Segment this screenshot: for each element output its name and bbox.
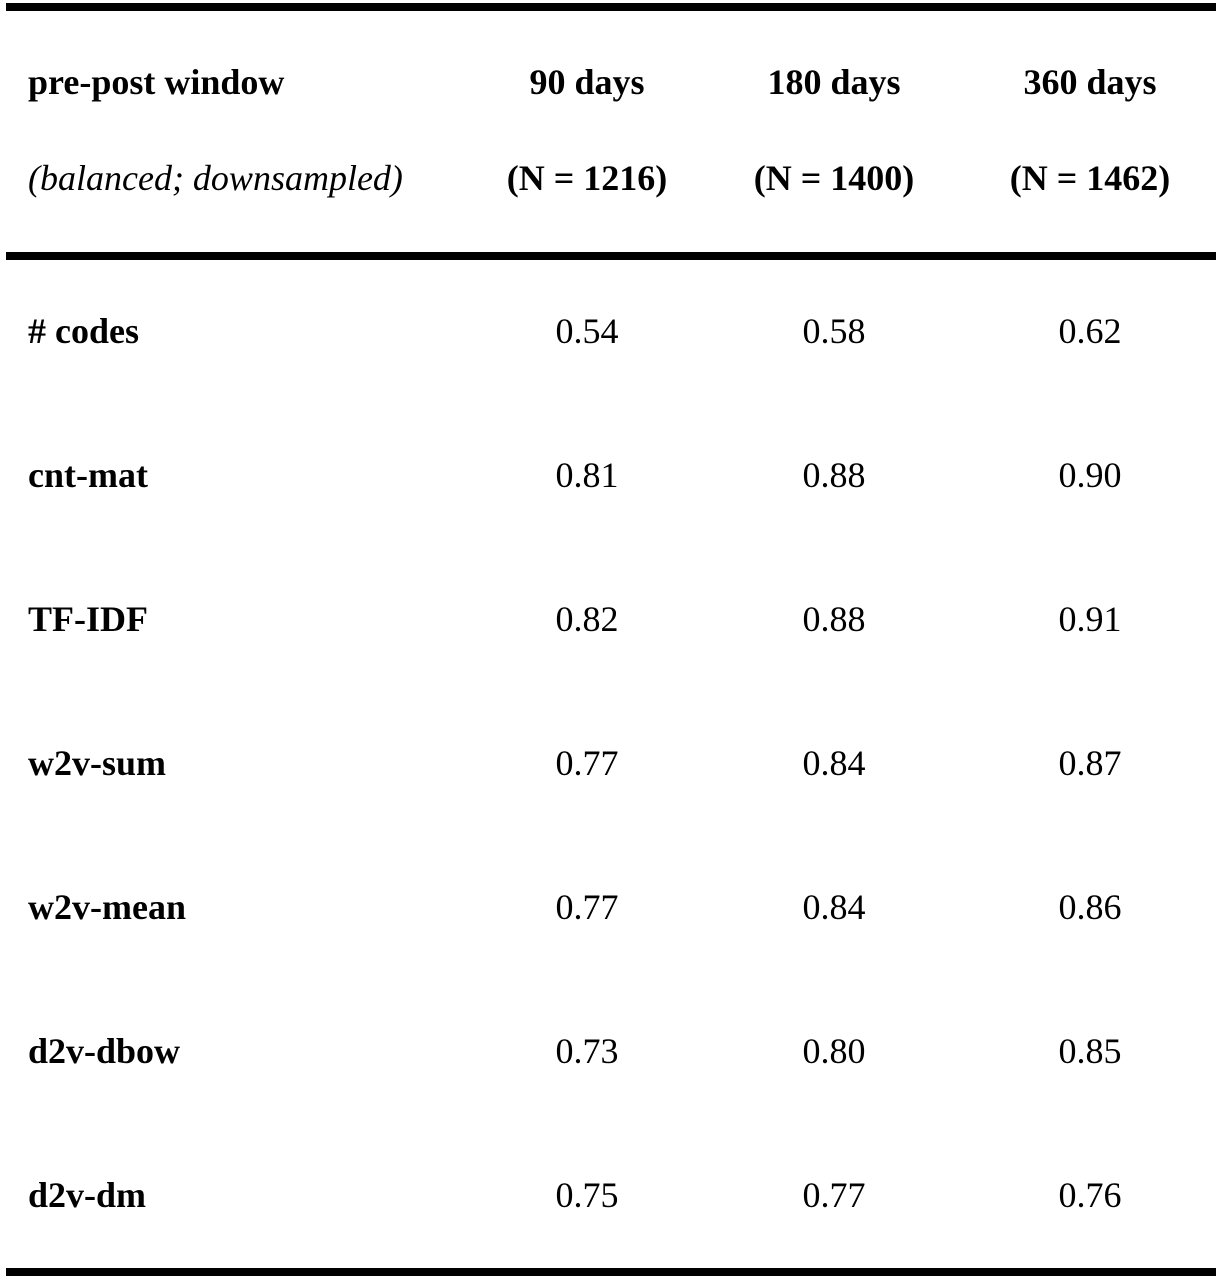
- table-cell: 0.91: [1058, 599, 1122, 639]
- table-cell: 0.88: [802, 455, 866, 495]
- row-label: d2v-dbow: [28, 1031, 181, 1071]
- table-cell: 0.81: [555, 455, 619, 495]
- table-cell: 0.58: [802, 311, 866, 351]
- table-cell: 0.85: [1058, 1031, 1122, 1071]
- top-rule: [6, 3, 1216, 11]
- column-n-90-days: (N = 1216): [506, 158, 668, 198]
- table-cell: 0.84: [802, 887, 866, 927]
- table-cell: 0.62: [1058, 311, 1122, 351]
- column-header-180-days: 180 days: [767, 62, 901, 102]
- table-cell: 0.75: [555, 1175, 619, 1215]
- column-n-180-days: (N = 1400): [753, 158, 915, 198]
- header-row-label: pre-post window: [28, 62, 285, 102]
- row-label: TF-IDF: [28, 599, 148, 639]
- table-cell: 0.54: [555, 311, 619, 351]
- table-cell: 0.73: [555, 1031, 619, 1071]
- table-cell: 0.80: [802, 1031, 866, 1071]
- table-cell: 0.86: [1058, 887, 1122, 927]
- table-cell: 0.76: [1058, 1175, 1122, 1215]
- header-rule: [6, 252, 1216, 260]
- column-n-360-days: (N = 1462): [1009, 158, 1171, 198]
- table-cell: 0.77: [555, 743, 619, 783]
- column-header-90-days: 90 days: [529, 62, 645, 102]
- table-cell: 0.90: [1058, 455, 1122, 495]
- row-label: d2v-dm: [28, 1175, 147, 1215]
- table-cell: 0.84: [802, 743, 866, 783]
- bottom-rule: [6, 1268, 1216, 1276]
- row-label: # codes: [28, 311, 139, 351]
- row-label: w2v-mean: [28, 887, 186, 927]
- column-header-360-days: 360 days: [1023, 62, 1157, 102]
- table-cell: 0.87: [1058, 743, 1122, 783]
- header-row-sublabel: (balanced; downsampled): [28, 158, 403, 198]
- table-cell: 0.88: [802, 599, 866, 639]
- table-cell: 0.77: [802, 1175, 866, 1215]
- row-label: cnt-mat: [28, 455, 148, 495]
- row-label: w2v-sum: [28, 743, 167, 783]
- table-cell: 0.77: [555, 887, 619, 927]
- table-cell: 0.82: [555, 599, 619, 639]
